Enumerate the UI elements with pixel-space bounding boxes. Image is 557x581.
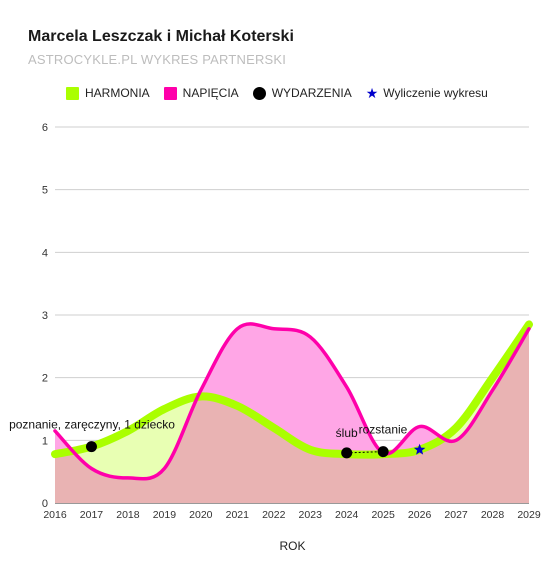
x-tick-label: 2024 [335,509,359,521]
event-point[interactable] [377,446,389,458]
events-layer: poznanie, zaręczyny, 1 dziecko ślub rozsta… [9,418,426,459]
y-tick-label: 1 [42,435,48,447]
x-tick-label: 2029 [517,509,541,521]
y-tick-label: 6 [42,122,48,134]
y-tick-label: 5 [42,185,48,197]
star-icon: ★ [365,84,379,101]
legend-item-calculation[interactable]: ★ Wyliczenie wykresu [365,84,488,101]
legend-label-events: WYDARZENIA [271,86,352,100]
legend-item-events[interactable]: WYDARZENIA [252,86,352,100]
x-tick-label: 2017 [80,509,104,521]
legend-label-tension: NAPIĘCIA [182,86,239,100]
event-label: poznanie, zaręczyny, 1 dziecko [9,418,175,432]
event-label: rozstanie [359,423,408,437]
x-tick-label: 2016 [43,509,67,521]
x-tick-label: 2023 [299,509,323,521]
tension-swatch-icon [163,86,177,100]
y-tick-label: 3 [42,310,48,322]
legend: HARMONIA NAPIĘCIA WYDARZENIA ★ Wyliczeni… [66,86,502,100]
event-dot-icon [252,86,266,100]
y-tick-label: 2 [42,373,48,385]
calculation-star-marker[interactable] [413,443,426,455]
event-point[interactable] [341,447,353,459]
harmony-line [51,320,533,459]
harmony-swatch-icon [66,86,79,100]
axes: 2016 2017 2018 2019 2020 2021 2022 2023 2024 2025… [43,509,541,521]
legend-item-tension[interactable]: NAPIĘCIA [163,86,239,100]
legend-label-calculation: Wyliczenie wykresu [383,86,488,100]
x-axis-label: ROK [279,539,306,553]
x-tick-label: 2025 [371,509,395,521]
x-tick-label: 2019 [153,509,177,521]
x-tick-label: 2028 [481,509,505,521]
legend-label-harmony: HARMONIA [85,86,150,100]
y-tick-label: 4 [42,247,48,259]
tension-line [53,322,531,481]
x-tick-label: 2026 [408,509,432,521]
x-tick-label: 2018 [116,509,140,521]
event-label: ślub [336,426,358,440]
event-point[interactable] [85,441,97,453]
x-tick-label: 2027 [444,509,468,521]
chart-subtitle: ASTROCYKLE.PL WYKRES PARTNERSKI [28,52,287,67]
legend-item-harmony[interactable]: HARMONIA [66,86,150,100]
chart-title: Marcela Leszczak i Michał Koterski [28,28,294,45]
x-tick-label: 2020 [189,509,213,521]
x-tick-label: 2021 [226,509,250,521]
y-tick-label: 0 [42,498,48,510]
x-tick-label: 2022 [262,509,286,521]
